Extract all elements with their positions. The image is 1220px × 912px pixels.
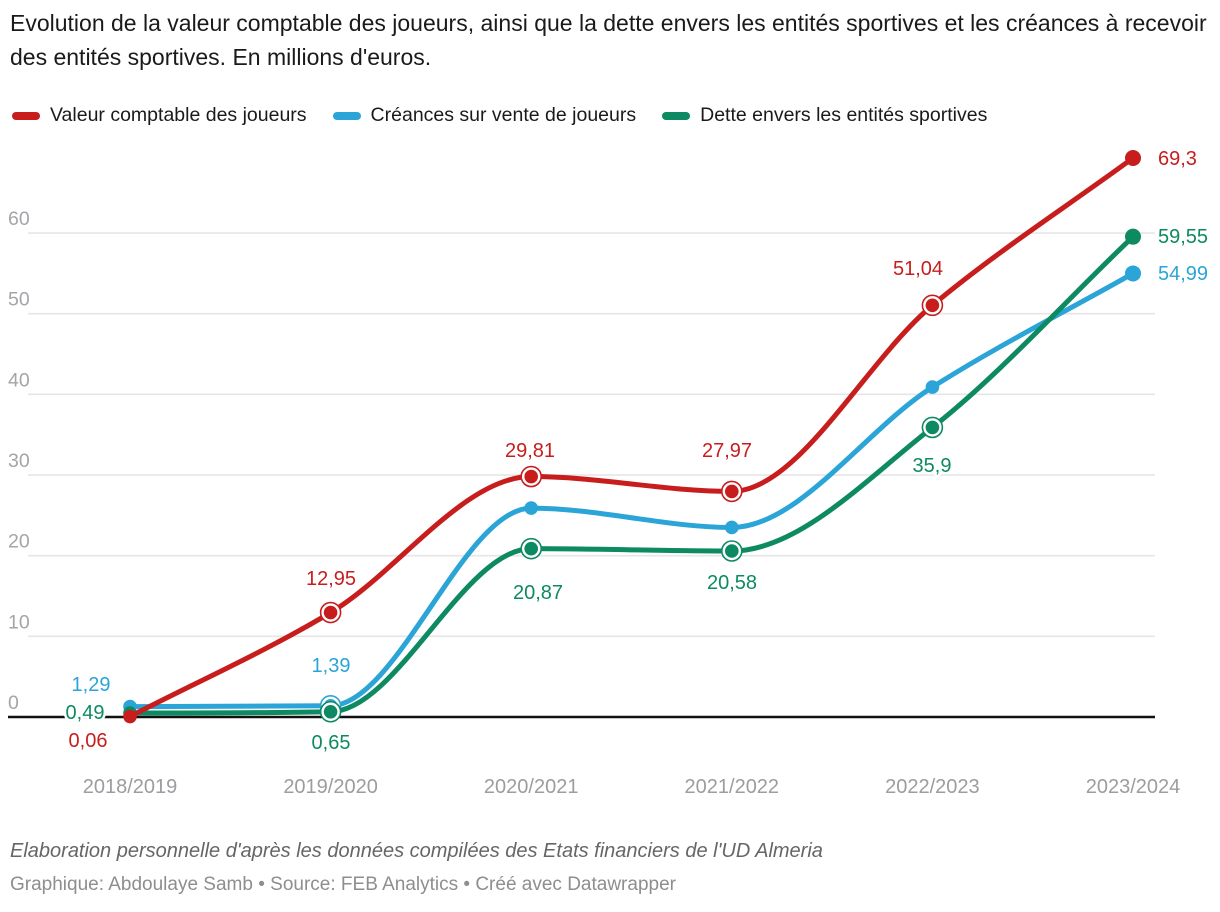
data-point: [1125, 150, 1141, 167]
data-point: [925, 298, 940, 313]
data-point: [925, 420, 940, 435]
data-point: [725, 544, 739, 558]
legend-label: Créances sur vente de joueurs: [370, 104, 637, 126]
data-point: [725, 520, 739, 535]
footnote: Elaboration personnelle d'après les donn…: [10, 840, 823, 862]
value-label: 1,39: [312, 655, 351, 677]
value-label: 54,99: [1158, 263, 1208, 285]
x-axis-tick-label: 2021/2022: [685, 776, 780, 798]
value-label: 59,55: [1158, 226, 1208, 248]
series-line: [127, 234, 1136, 716]
data-point: [323, 704, 338, 719]
value-label: 51,04: [893, 258, 943, 280]
line-chart: 0 10 20 30 40 50 60 2018/2019 2019/2020 2020/2021…: [0, 140, 1220, 812]
value-label: 29,81: [505, 440, 555, 462]
value-label: 0,06: [69, 730, 108, 752]
data-point: [925, 380, 940, 394]
legend-swatch-green: [662, 111, 691, 120]
x-axis-tick-label: 2018/2019: [83, 776, 178, 798]
legend-item-dette: Dette envers les entités sportives: [662, 104, 987, 127]
value-label: 0,65: [312, 732, 351, 754]
data-point: [323, 605, 338, 620]
data-point: [524, 501, 538, 515]
byline: Graphique: Abdoulaye Samb • Source: FEB …: [10, 874, 676, 895]
legend-label: Valeur comptable des joueurs: [50, 104, 307, 126]
x-axis-tick-label: 2019/2020: [283, 776, 378, 798]
legend-item-valeur-comptable: Valeur comptable des joueurs: [12, 104, 307, 127]
x-axis-tick-label: 2020/2021: [484, 776, 579, 798]
value-label: 20,58: [707, 572, 757, 594]
legend-label: Dette envers les entités sportives: [700, 104, 988, 126]
legend-swatch-blue: [332, 111, 361, 120]
y-axis-tick-label: 10: [8, 611, 30, 633]
series-line: [127, 155, 1136, 720]
value-label: 35,9: [913, 455, 952, 477]
y-axis-tick-label: 30: [8, 450, 30, 472]
data-point: [725, 484, 739, 499]
data-point: [524, 541, 538, 556]
y-axis-tick-label: 40: [8, 369, 30, 391]
data-point: [1125, 228, 1141, 245]
x-axis-tick-label: 2022/2023: [885, 776, 980, 798]
data-point: [1125, 265, 1141, 282]
x-axis-tick-label: 2023/2024: [1086, 776, 1181, 798]
legend-item-creances: Créances sur vente de joueurs: [332, 104, 637, 127]
value-label: 1,29: [72, 674, 111, 696]
chart-title: Evolution de la valeur comptable des jou…: [10, 10, 1207, 70]
value-label: 20,87: [513, 582, 563, 604]
value-label: 12,95: [306, 568, 356, 590]
value-label: 0,49: [66, 702, 105, 724]
legend: Valeur comptable des joueurs Créances su…: [12, 104, 987, 127]
y-axis-tick-label: 0: [8, 692, 19, 714]
value-label: 69,3: [1158, 148, 1197, 170]
line-chart-svg: 0 10 20 30 40 50 60 2018/2019 2019/2020 2020/2021…: [8, 146, 1211, 798]
y-axis-tick-label: 50: [8, 289, 30, 311]
legend-swatch-red: [12, 111, 40, 120]
value-label: 27,97: [702, 440, 752, 462]
y-axis-tick-label: 20: [8, 531, 30, 553]
data-point: [524, 469, 538, 484]
y-axis-tick-label: 60: [8, 208, 30, 230]
data-point: [123, 709, 137, 724]
